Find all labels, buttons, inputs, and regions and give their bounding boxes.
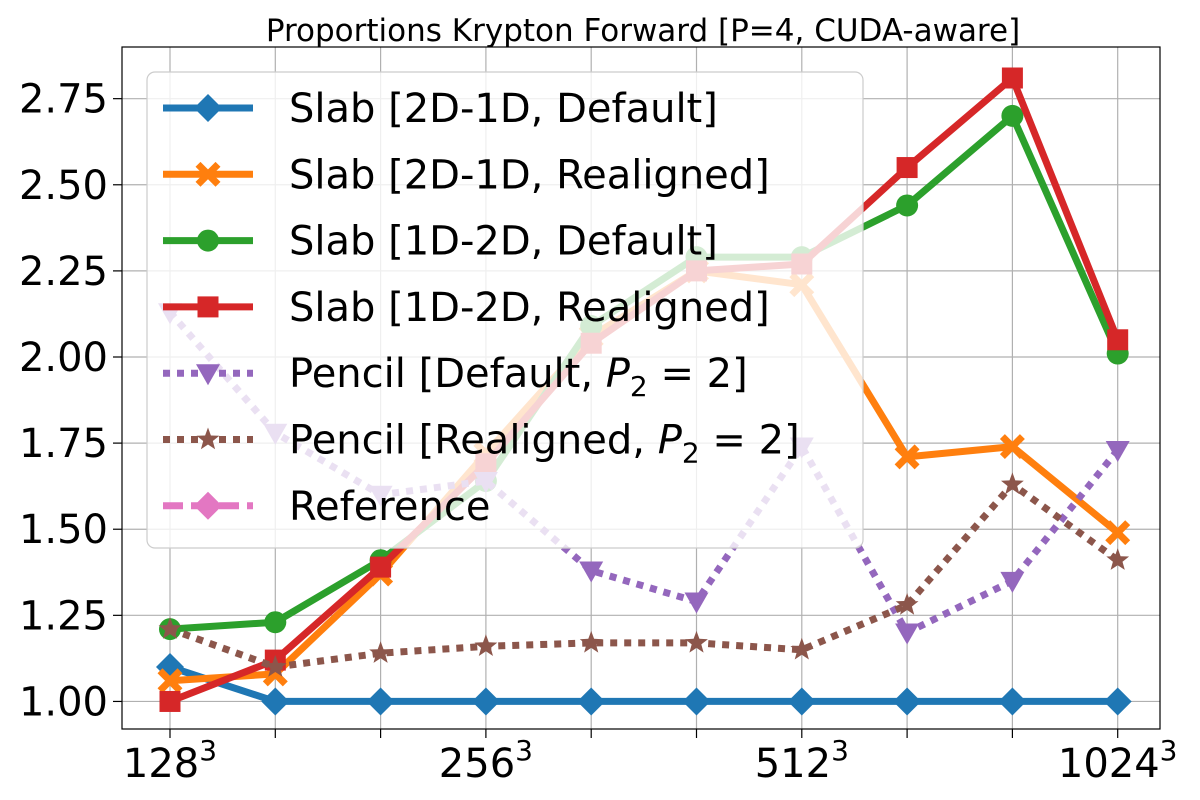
- data-point: [787, 687, 816, 716]
- legend-swatch-marker: [197, 296, 219, 318]
- x-tick-label: 1283: [123, 734, 217, 787]
- legend-swatch-marker: [195, 161, 221, 187]
- data-point: [893, 687, 922, 716]
- legend-swatch-marker: [194, 94, 222, 122]
- data-point: [685, 630, 708, 653]
- legend-label: Pencil [Default, P2 = 2]: [289, 351, 748, 403]
- legend-label: Slab [1D-2D, Default]: [289, 219, 718, 265]
- series-5: [158, 472, 1130, 677]
- data-point: [159, 690, 181, 712]
- data-point: [1106, 548, 1130, 570]
- legend-label-prefix: Pencil [Realigned,: [289, 418, 658, 464]
- data-point: [1001, 104, 1024, 127]
- data-point: [1103, 687, 1132, 716]
- legend-label: Slab [1D-2D, Realigned]: [289, 285, 770, 331]
- x-tick-label-exponent: 3: [199, 734, 217, 767]
- data-point: [158, 617, 182, 639]
- series-line: [167, 309, 1121, 637]
- legend-label: Slab [2D-1D, Default]: [289, 86, 718, 132]
- legend-swatch-marker: [197, 229, 219, 252]
- y-tick-label: 1.75: [19, 421, 108, 467]
- y-tick-label: 2.25: [19, 249, 108, 295]
- y-tick-label: 1.50: [19, 507, 108, 553]
- x-tick-label-base: 256: [439, 741, 515, 787]
- legend: Slab [2D-1D, Default] Slab [2D-1D, Realig…: [146, 71, 864, 549]
- series-0: [156, 653, 1132, 716]
- legend-label: Slab [2D-1D, Realigned]: [289, 152, 770, 198]
- x-tick-label-exponent: 3: [831, 734, 849, 767]
- legend-entry: Reference: [163, 484, 490, 530]
- legend-entry: Slab [1D-2D, Realigned]: [163, 285, 770, 331]
- legend-label-suffix: = 2]: [700, 418, 800, 464]
- data-point: [1000, 571, 1025, 593]
- data-point: [579, 561, 604, 583]
- x-tick-label-base: 1024: [1058, 741, 1160, 787]
- legend-entry: Pencil [Realigned, P2 = 2]: [163, 418, 800, 470]
- legend-label: Reference: [289, 484, 490, 530]
- y-tick-label: 2.00: [19, 335, 108, 381]
- data-point: [896, 157, 918, 179]
- data-point: [896, 194, 919, 217]
- data-point: [999, 434, 1025, 460]
- legend-label-sub: 2: [630, 370, 648, 403]
- chart-title: Proportions Krypton Forward [P=4, CUDA-a…: [266, 13, 1020, 49]
- data-point: [370, 556, 392, 578]
- data-point: [682, 687, 711, 716]
- legend-box: [146, 71, 864, 549]
- series-line: [168, 663, 1118, 705]
- legend-swatch-marker: [196, 364, 220, 386]
- legend-label-prefix: Pencil [Default,: [289, 351, 606, 397]
- legend-entry: Slab [2D-1D, Realigned]: [163, 152, 770, 198]
- data-point: [1107, 329, 1129, 351]
- x-tick-label: 2563: [439, 734, 533, 787]
- data-point: [369, 641, 392, 663]
- legend-entry: Slab [1D-2D, Default]: [163, 219, 718, 265]
- x-tick-label-exponent: 3: [515, 734, 533, 767]
- x-tick-label: 5123: [755, 734, 849, 787]
- x-tick-label-exponent: 3: [1160, 734, 1178, 767]
- data-point: [1001, 67, 1023, 89]
- data-point: [790, 637, 814, 660]
- series-line: [168, 480, 1120, 671]
- legend-entry: Pencil [Default, P2 = 2]: [163, 351, 748, 403]
- data-point: [998, 687, 1027, 716]
- data-point: [471, 687, 500, 716]
- plot-frame: [121, 46, 1161, 730]
- data-point: [264, 611, 287, 634]
- data-point: [474, 634, 498, 656]
- y-tick-label: 2.50: [19, 163, 108, 209]
- legend-swatch-marker: [196, 427, 220, 450]
- legend-entry: Slab [2D-1D, Default]: [163, 86, 718, 132]
- legend-swatch-marker: [194, 491, 222, 520]
- legend-label-suffix: = 2]: [648, 351, 748, 397]
- data-point: [1105, 520, 1131, 546]
- y-tick-label: 2.75: [19, 77, 108, 123]
- data-point: [684, 592, 709, 614]
- data-point: [261, 687, 290, 716]
- data-point: [157, 668, 183, 694]
- legend-label-sub: 2: [682, 437, 700, 470]
- data-point: [895, 623, 920, 645]
- data-point: [579, 630, 603, 653]
- data-point: [1105, 441, 1130, 462]
- legend-label-var: P: [658, 418, 683, 464]
- x-tick-label-base: 512: [755, 741, 831, 787]
- legend-label: Pencil [Realigned, P2 = 2]: [289, 418, 800, 470]
- x-tick-label: 10243: [1058, 734, 1178, 787]
- x-tick-label-base: 128: [123, 741, 199, 787]
- data-point: [263, 655, 287, 677]
- data-point: [577, 687, 606, 716]
- data-point: [1001, 472, 1024, 495]
- y-tick-label: 1.25: [19, 593, 108, 639]
- series-layer: [156, 67, 1132, 716]
- data-point: [895, 593, 919, 615]
- data-point: [894, 444, 920, 470]
- data-point: [366, 687, 395, 716]
- legend-label-var: P: [606, 351, 631, 397]
- y-tick-label: 1.00: [19, 679, 108, 725]
